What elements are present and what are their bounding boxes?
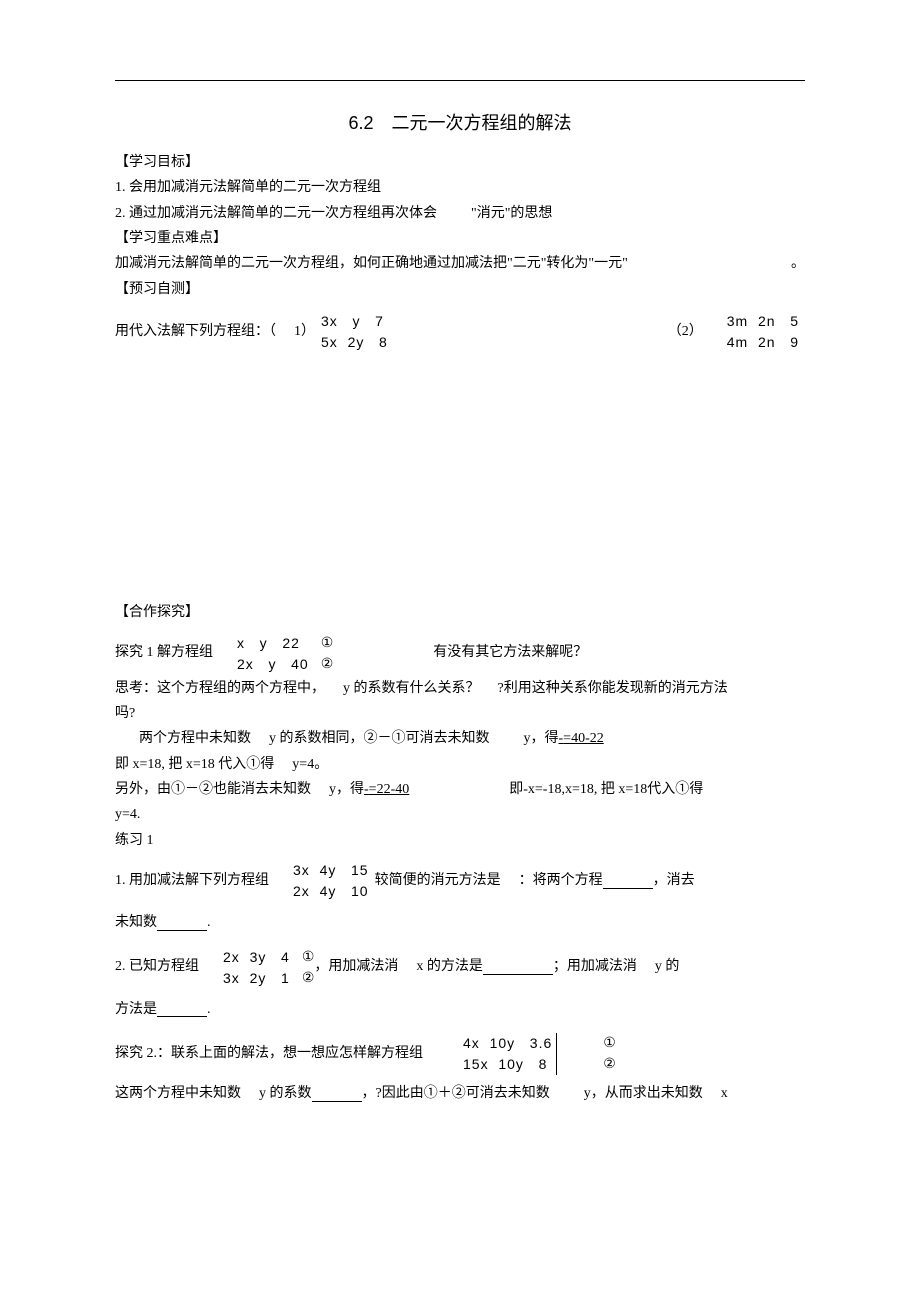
pretest-eq1-l1: 3x y 7 <box>321 311 388 332</box>
focus-period: 。 <box>791 253 805 275</box>
ex1-q2-row: 2. 已知方程组 2x 3y 4 3x 2y 1 ① ② ，用加减法消 x 的方… <box>115 947 805 989</box>
two-a: 两个方程中未知数 <box>139 728 251 750</box>
think-d: 吗? <box>115 703 805 725</box>
pretest-eq2: 3m 2n 5 4m 2n 9 <box>727 311 799 353</box>
explore1-eq-l2: 2x y 40 <box>237 654 309 675</box>
two-c: y，得 <box>524 728 559 750</box>
ex1-q1-eq-l1: 3x 4y 15 <box>293 860 369 881</box>
ex1-q2-f: 方法是 <box>115 999 157 1021</box>
section-heading-focus: 【学习重点难点】 <box>115 228 805 250</box>
two-b: y 的系数相同，②－①可消去未知数 <box>269 728 490 750</box>
t2-c: y 的系数 <box>259 1083 312 1105</box>
pretest-eq2-l2: 4m 2n 9 <box>727 332 799 353</box>
think-a: 思考：这个方程组的两个方程中， <box>115 678 325 700</box>
alt-d: y=4. <box>115 804 805 826</box>
explore1-eq-l1: x y 22 <box>237 633 309 654</box>
focus-line: 加减消元法解简单的二元一次方程组，如何正确地通过加减法把"二元"转化为"一元" … <box>115 253 805 275</box>
explore2-eq-l2: 15x 10y 8 <box>463 1054 552 1075</box>
ex1-q1-b: 较简便的消元方法是 <box>375 870 501 892</box>
ex1-q2-c: x 的方法是 <box>416 956 483 978</box>
ex1-q2-g: . <box>207 999 211 1021</box>
pretest-eq2-l1: 3m 2n 5 <box>727 311 799 332</box>
alt-line1: 另外，由①－②也能消去未知数 y，得 - =22-40 即-x=-18,x=18… <box>115 779 805 801</box>
ex1-q2-blank1 <box>483 960 553 975</box>
explore1-circled: ① ② <box>321 633 334 675</box>
circled-2: ② <box>321 654 334 675</box>
ex1-q1-line2: 未知数 . <box>115 912 805 934</box>
two-e: y=4。 <box>292 754 328 776</box>
ex1-q1-d: ，消去 <box>653 870 695 892</box>
ex1-q1-blank1 <box>603 874 653 889</box>
section-heading-pretest: 【预习自测】 <box>115 279 805 301</box>
pretest-num2: （2） <box>668 321 703 343</box>
ex1-q2-eq-l1: 2x 3y 4 <box>223 947 290 968</box>
explore2-line2: 这两个方程中未知数 y 的系数 ，?因此由①＋②可消去未知数 y，从而求出未知数… <box>115 1083 805 1105</box>
section-heading-goals: 【学习目标】 <box>115 152 805 174</box>
ex1-q1-blank2 <box>157 916 207 931</box>
ex1-q1-a: 1. 用加减法解下列方程组 <box>115 870 269 892</box>
explore1-eq: x y 22 2x y 40 <box>237 633 309 675</box>
ex1-q2-a: 2. 已知方程组 <box>115 956 199 978</box>
explore2-eq-l1: 4x 10y 3.6 <box>463 1033 552 1054</box>
ex1-q1-c: ：将两个方程 <box>519 870 603 892</box>
alt-a: 另外，由①－②也能消去未知数 <box>115 779 311 801</box>
think-b: y 的系数有什么关系？ <box>343 678 480 700</box>
circled-1b: ① <box>302 947 315 968</box>
explore1-tail: 有没有其它方法来解呢？ <box>433 642 587 664</box>
pretest-row: 用代入法解下列方程组：（ 1） 3x y 7 5x 2y 8 （2） 3m 2n… <box>115 311 805 353</box>
goal-line-2a: 2. 通过加减消元法解简单的二元一次方程组再次体会 <box>115 203 437 225</box>
ex1-q2-circled: ① ② <box>302 947 315 989</box>
explore2-circled: ① ② <box>603 1033 616 1075</box>
goal-line-2: 2. 通过加减消元法解简单的二元一次方程组再次体会 "消元"的思想 <box>115 203 805 225</box>
t2-d: ，?因此由①＋②可消去未知数 <box>362 1083 550 1105</box>
ex1-q1-f: . <box>207 912 211 934</box>
ex1-q2-eq-l2: 3x 2y 1 <box>223 968 290 989</box>
circled-1: ① <box>321 633 334 654</box>
exercise1-heading: 练习 1 <box>115 830 805 852</box>
section-heading-explore: 【合作探究】 <box>115 602 805 624</box>
alt-fill2: =22-40 <box>369 779 410 801</box>
think-c: ?利用这种关系你能发现新的消元方法 <box>498 678 728 700</box>
two-line2: 即 x=18, 把 x=18 代入①得 y=4。 <box>115 754 805 776</box>
pretest-num1: 1） <box>294 321 315 343</box>
two-line1: 两个方程中未知数 y 的系数相同，②－①可消去未知数 y，得 - =40-22 <box>115 728 805 750</box>
t2-e: y，从而求出未知数 <box>584 1083 703 1105</box>
t2-blank <box>312 1087 362 1102</box>
ex1-q1-eq-l2: 2x 4y 10 <box>293 881 369 902</box>
ex1-q2-d: ；用加减法消 <box>553 956 637 978</box>
ex1-q1-eq: 3x 4y 15 2x 4y 10 <box>293 860 369 902</box>
goal-line-2b: "消元"的思想 <box>471 203 552 225</box>
t2-b: 这两个方程中未知数 <box>115 1083 241 1105</box>
focus-text: 加减消元法解简单的二元一次方程组，如何正确地通过加减法把"二元"转化为"一元" <box>115 256 628 271</box>
ex1-q2-blank2 <box>157 1002 207 1017</box>
t2-f: x <box>721 1083 728 1105</box>
ex1-q2-b: ，用加减法消 <box>314 956 398 978</box>
alt-c: 即-x=-18,x=18, 把 x=18代入①得 <box>509 779 703 801</box>
two-fill2: =40-22 <box>563 728 604 750</box>
two-d: 即 x=18, 把 x=18 代入①得 <box>115 754 274 776</box>
circled-1c: ① <box>603 1033 616 1054</box>
ex1-q2-e: y 的 <box>655 956 680 978</box>
page-title: 6.2 二元一次方程组的解法 <box>115 109 805 138</box>
think-line1: 思考：这个方程组的两个方程中， y 的系数有什么关系？ ?利用这种关系你能发现新… <box>115 678 805 700</box>
goal-line-1: 1. 会用加减消元法解简单的二元一次方程组 <box>115 177 805 199</box>
explore2-label: 探究 2.：联系上面的解法，想一想应怎样解方程组 <box>115 1043 423 1065</box>
pretest-label: 用代入法解下列方程组：（ <box>115 321 276 343</box>
explore2-eq: 4x 10y 3.6 15x 10y 8 <box>463 1033 557 1075</box>
explore1-label: 探究 1 解方程组 <box>115 642 213 664</box>
circled-2c: ② <box>603 1054 616 1075</box>
ex1-q1-row: 1. 用加减法解下列方程组 3x 4y 15 2x 4y 10 较简便的消元方法… <box>115 860 805 902</box>
ex1-q1-e: 未知数 <box>115 912 157 934</box>
alt-b: y，得 <box>329 779 364 801</box>
top-rule <box>115 80 805 81</box>
explore1-row: 探究 1 解方程组 x y 22 2x y 40 ① ② 有没有其它方法来解呢？ <box>115 633 805 675</box>
pretest-eq1: 3x y 7 5x 2y 8 <box>321 311 388 353</box>
explore2-row: 探究 2.：联系上面的解法，想一想应怎样解方程组 4x 10y 3.6 15x … <box>115 1033 805 1075</box>
ex1-q2-eq: 2x 3y 4 3x 2y 1 <box>223 947 290 989</box>
pretest-eq1-l2: 5x 2y 8 <box>321 332 388 353</box>
circled-2b: ② <box>302 968 315 989</box>
ex1-q2-line2: 方法是 . <box>115 999 805 1021</box>
